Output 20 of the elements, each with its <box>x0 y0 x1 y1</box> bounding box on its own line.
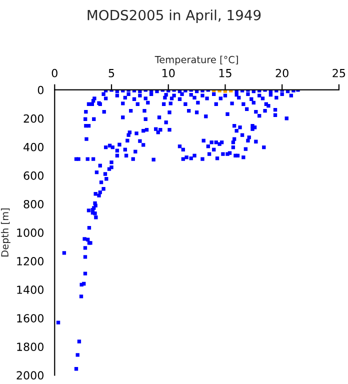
x-tick-label: 15 <box>219 69 232 78</box>
x-tick-label: 0 <box>52 68 58 78</box>
x-tick-label: 5 <box>108 69 114 78</box>
y-tick-label: 1800 <box>17 342 44 352</box>
y-tick-label: 1400 <box>17 286 44 294</box>
y-tick-label: 600 <box>24 171 44 180</box>
y-tick-label: 400 <box>24 142 44 152</box>
x-axis-title: Temperature [°C] <box>154 56 238 66</box>
y-tick-label: 1600 <box>17 314 44 322</box>
x-tick-label: 10 <box>162 68 175 78</box>
y-tick-label: 1200 <box>17 257 44 266</box>
y-tick-label: 200 <box>24 114 44 123</box>
y-tick-label: 0 <box>38 86 44 94</box>
y-axis-title: Depth [m] <box>0 208 10 256</box>
chart-title: MODS2005 in April, 1949 <box>88 10 261 24</box>
y-tick-label: 800 <box>24 200 44 208</box>
y-tick-label: 1000 <box>17 228 44 237</box>
x-tick-label: 20 <box>276 68 288 78</box>
y-tick-label: 2000 <box>16 371 44 380</box>
x-tick-label: 25 <box>332 68 346 78</box>
